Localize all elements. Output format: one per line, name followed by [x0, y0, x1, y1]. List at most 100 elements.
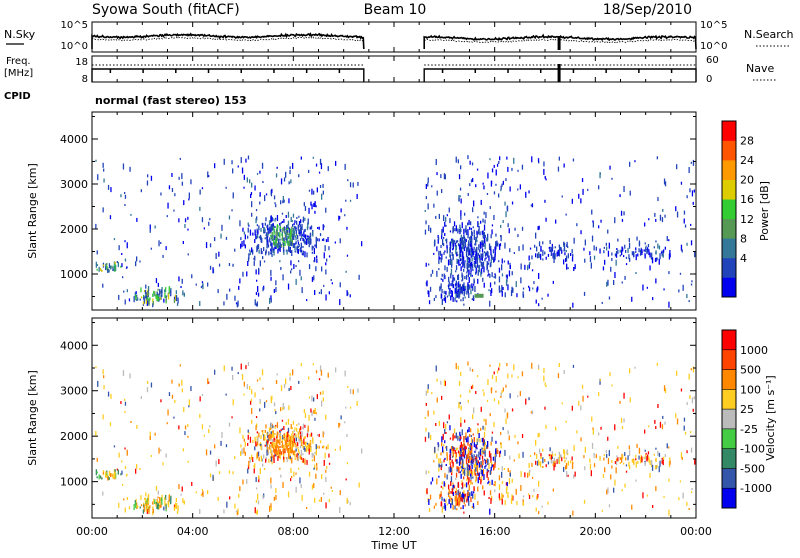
velocity-cell: [309, 440, 312, 444]
velocity-cell: [475, 456, 477, 461]
freq-dip: [441, 69, 444, 73]
power-cell: [460, 266, 462, 272]
power-cell: [491, 288, 493, 294]
power-cell: [549, 246, 551, 249]
power-cell: [495, 233, 497, 237]
velocity-cell: [503, 468, 506, 470]
velocity-cell: [625, 464, 628, 467]
velocity-cell: [283, 426, 285, 430]
velocity-cell: [322, 390, 324, 395]
velocity-cell: [635, 454, 637, 458]
velocity-cell: [455, 472, 458, 478]
velocity-cell: [318, 445, 320, 449]
power-cell: [294, 243, 296, 246]
power-cell: [478, 244, 480, 251]
velocity-cell: [243, 438, 245, 442]
velocity-cell: [298, 428, 301, 433]
velocity-cell: [453, 447, 455, 452]
velocity-cell: [304, 413, 307, 418]
velocity-cell: [676, 418, 679, 425]
velocity-cell: [301, 460, 303, 463]
nave-label: Nave: [746, 62, 774, 75]
power-cell: [441, 256, 443, 260]
velocity-cell: [505, 482, 508, 486]
velocity-cell: [270, 506, 272, 511]
power-cell: [492, 249, 495, 254]
velocity-cell: [549, 454, 551, 456]
velocity-cell: [274, 449, 276, 456]
power-cell: [264, 195, 266, 202]
velocity-cell: [231, 416, 233, 419]
velocity-cell: [603, 454, 605, 457]
velocity-cell: [124, 401, 127, 406]
power-cell: [614, 253, 617, 257]
velocity-cell: [467, 496, 469, 500]
power-cell: [528, 255, 530, 261]
velocity-cell: [443, 498, 445, 502]
power-cell: [474, 262, 476, 267]
velocity-cell: [261, 430, 263, 432]
power-cell: [490, 234, 492, 239]
power-cell: [660, 251, 663, 254]
power-cell: [463, 303, 465, 306]
velocity-cell: [175, 498, 177, 502]
power-cell: [485, 257, 487, 260]
velocity-cell: [112, 476, 114, 479]
power-cell: [464, 288, 466, 291]
velocity-cell: [487, 477, 489, 481]
velocity-cell: [240, 444, 242, 448]
power-cell: [440, 245, 442, 248]
velocity-cell: [629, 368, 631, 374]
beam-label: Beam 10: [364, 2, 427, 18]
power-cell: [528, 287, 531, 292]
velocity-cell: [182, 498, 184, 504]
power-cell: [165, 246, 167, 251]
power-cell: [135, 291, 137, 295]
power-cell: [328, 291, 330, 295]
velocity-cell: [173, 507, 176, 511]
velocity-cell: [452, 445, 454, 449]
velocity-cell: [446, 455, 448, 461]
velocity-cell: [469, 367, 471, 372]
velocity-cell: [467, 460, 470, 464]
velocity-cell: [272, 425, 274, 429]
velocity-cell: [461, 497, 463, 503]
velocity-cell: [262, 495, 264, 499]
velocity-cell: [529, 469, 531, 473]
power-cell: [284, 232, 287, 238]
power-cell: [229, 288, 231, 292]
power-cell: [475, 237, 478, 241]
velocity-cell: [430, 481, 432, 485]
velocity-cell: [301, 494, 303, 501]
power-cell: [470, 267, 472, 272]
power-cell: [314, 210, 316, 214]
power-cell: [447, 284, 450, 287]
velocity-cell: [479, 438, 481, 443]
velocity-cell: [475, 444, 477, 449]
velocity-cell: [636, 443, 638, 448]
power-cell: [430, 273, 432, 277]
velocity-cell: [181, 379, 183, 386]
velocity-cell: [255, 499, 258, 503]
velocity-cell: [662, 415, 664, 419]
power-cell: [455, 240, 458, 244]
power-cell: [260, 227, 262, 232]
power-cell: [528, 190, 530, 194]
power-cell: [544, 175, 546, 179]
power-cell: [500, 235, 502, 242]
power-cell: [683, 210, 686, 215]
power-cell: [290, 270, 292, 274]
power-cell: [182, 290, 184, 296]
power-cell: [486, 264, 488, 271]
velocity-cell: [137, 505, 139, 509]
velocity-cell: [514, 434, 516, 438]
power-cell: [643, 249, 645, 252]
velocity-cell: [301, 441, 303, 444]
power-cell: [464, 245, 467, 248]
velocity-cell: [188, 405, 190, 408]
velocity-cell: [96, 471, 98, 474]
power-cell: [503, 260, 506, 263]
colorbar-segment: [722, 160, 736, 180]
power-cell: [445, 216, 447, 222]
